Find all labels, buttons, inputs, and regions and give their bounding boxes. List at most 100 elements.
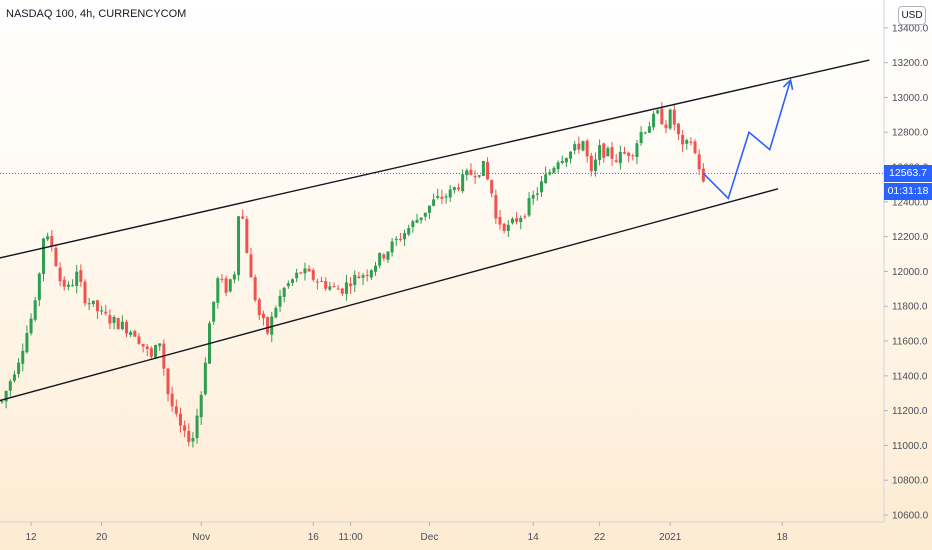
candle-body <box>668 109 672 129</box>
candle-body <box>440 196 444 199</box>
candle-body <box>556 162 560 170</box>
candle-body <box>585 140 589 157</box>
price-tick-label: 10600.0 <box>892 511 929 522</box>
time-tick-label: Nov <box>192 532 210 543</box>
candle-body <box>174 406 178 414</box>
bar-countdown-tag: 01:31:18 <box>884 183 932 201</box>
candle-body <box>685 140 689 144</box>
time-axis[interactable]: 12 20 Nov 16 11:00 Dec 14 22 2021 18 <box>25 522 788 543</box>
candle-body <box>353 274 357 285</box>
candle-body <box>253 277 257 301</box>
price-tick-label: 11600.0 <box>892 337 928 348</box>
candle-body <box>154 345 158 359</box>
price-tick-label: 12400.0 <box>892 197 929 208</box>
candle-body <box>8 381 12 391</box>
candle-body <box>635 143 639 158</box>
candle-body <box>627 152 631 156</box>
candle-body <box>145 346 149 350</box>
candle-body <box>286 283 290 287</box>
candle-body <box>104 311 108 314</box>
candle-body <box>46 236 50 240</box>
drawings[interactable] <box>0 59 870 402</box>
candle-body <box>340 288 344 294</box>
candle-body <box>224 278 228 293</box>
candle-body <box>540 181 543 193</box>
price-tick-label: 11800.0 <box>892 302 928 313</box>
candle-body <box>295 272 299 279</box>
candle-body <box>66 284 70 287</box>
candle-body <box>419 217 423 221</box>
candle-body <box>79 270 83 282</box>
candle-body <box>610 147 614 159</box>
candle-body <box>689 141 693 143</box>
price-tick-label: 10800.0 <box>892 476 929 487</box>
candle-body <box>42 238 45 275</box>
candle-body <box>291 279 294 283</box>
candle-body <box>25 333 29 353</box>
candle-body <box>519 217 523 223</box>
time-tick-label: Dec <box>421 532 439 543</box>
time-tick-label: 16 <box>308 532 320 543</box>
candle-body <box>0 401 4 403</box>
candle-body <box>54 247 58 267</box>
candle-body <box>141 343 145 347</box>
candle-body <box>697 154 701 170</box>
candle-body <box>299 272 303 274</box>
candle-body <box>112 316 116 323</box>
currency-badge[interactable]: USD <box>898 6 926 25</box>
candle-body <box>87 303 91 305</box>
candle-body <box>120 321 124 330</box>
candle-body <box>183 425 187 431</box>
candle-body <box>71 285 75 287</box>
candle-body <box>116 318 120 330</box>
candle-body <box>660 108 664 125</box>
candle-body <box>282 287 286 297</box>
price-tick-label: 11400.0 <box>892 371 928 382</box>
candle-body <box>494 195 498 219</box>
candle-body <box>465 170 469 176</box>
candle-body <box>589 155 593 172</box>
candle-body <box>672 109 676 125</box>
candle-body <box>344 282 348 294</box>
trendline[interactable] <box>0 59 870 259</box>
candle-body <box>564 158 568 163</box>
trendline[interactable] <box>0 188 779 402</box>
candle-body <box>436 196 440 198</box>
candle-body <box>170 393 174 407</box>
candle-body <box>195 415 199 439</box>
candle-body <box>652 113 656 128</box>
candle-body <box>178 413 182 426</box>
candle-body <box>523 216 527 218</box>
candle-body <box>631 155 635 157</box>
candle-body <box>249 254 253 278</box>
time-tick-label: 11:00 <box>338 532 363 543</box>
candle-body <box>349 283 353 287</box>
candle-body <box>125 321 128 334</box>
candle-body <box>448 189 452 198</box>
candle-body <box>257 299 261 316</box>
candle-body <box>212 301 216 322</box>
candle-body <box>415 219 419 223</box>
candle-body <box>199 394 203 418</box>
candle-body <box>560 160 564 163</box>
price-axis[interactable]: 13400.013200.013000.012800.012600.012400… <box>884 23 929 522</box>
candle-body <box>577 143 581 150</box>
symbol-title[interactable]: NASDAQ 100, 4h, CURRENCYCOM <box>6 8 187 20</box>
candle-body <box>457 187 460 190</box>
candle-body <box>444 196 448 198</box>
candle-body <box>137 336 141 344</box>
price-tick-label: 12800.0 <box>892 128 929 139</box>
candle-body <box>365 274 369 276</box>
candle-body <box>336 288 340 290</box>
candle-body <box>606 148 610 157</box>
candle-body <box>573 144 577 151</box>
candle-body <box>129 331 133 335</box>
projection-path[interactable] <box>702 79 792 200</box>
candle-body <box>639 132 643 144</box>
candle-body <box>664 124 668 129</box>
candle-body <box>390 241 394 253</box>
candle-body <box>328 286 332 290</box>
candle-body <box>37 273 41 301</box>
candle-body <box>693 141 697 154</box>
